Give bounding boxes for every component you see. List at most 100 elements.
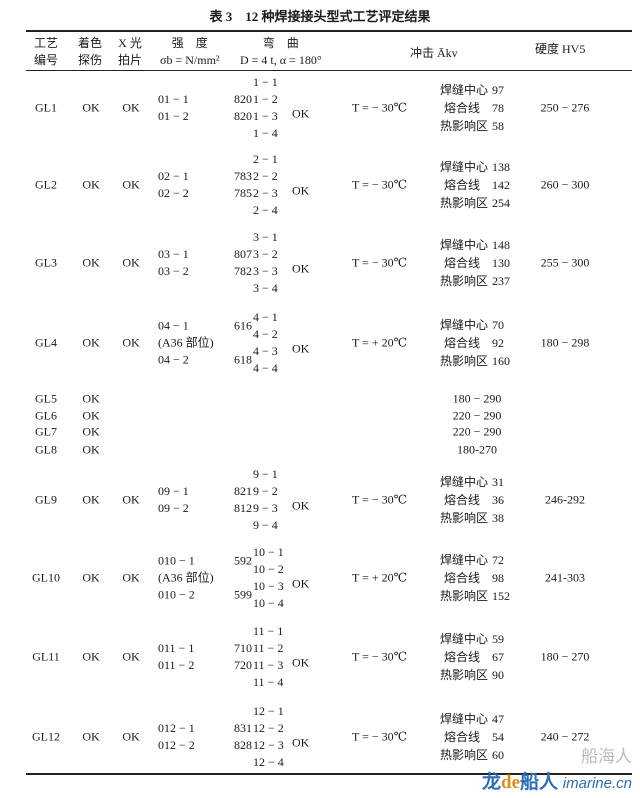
strength-cell: 010 − 1 592 (A36 部位) 010 − 2 599 xyxy=(158,553,252,604)
impact-values: 焊缝中心 31 熔合线 36 热影响区 38 xyxy=(440,473,518,527)
impact-location: 熔合线 xyxy=(444,178,481,192)
strength-line: 010 − 1 592 xyxy=(158,553,252,570)
impact-values: 焊缝中心 138 熔合线 142 热影响区 254 xyxy=(440,158,518,212)
strength-value: 710 xyxy=(234,641,252,655)
dye-penetrant-result: OK xyxy=(82,408,100,423)
xray-result: OK xyxy=(122,570,140,585)
impact-location: 熔合线 xyxy=(444,730,481,744)
impact-line: 熔合线 98 xyxy=(440,569,518,587)
strength-value: 782 xyxy=(234,264,252,278)
specimen-id: 03 − 1 xyxy=(158,247,189,261)
strength-line: 012 − 2 828 xyxy=(158,737,252,754)
xray-result: OK xyxy=(122,255,140,270)
strength-value: 785 xyxy=(234,186,252,200)
bend-specimen: 3 − 1 xyxy=(253,230,278,244)
impact-line: 焊缝中心 148 xyxy=(440,236,518,254)
impact-location: 焊缝中心 xyxy=(440,632,489,646)
bend-specimens: 9 − 1 9 − 2 9 − 3 9 − 4 xyxy=(253,466,278,534)
impact-value: 138 xyxy=(492,160,510,174)
impact-location: 熔合线 xyxy=(444,101,481,115)
specimen-id: 02 − 2 xyxy=(158,186,189,200)
strength-line: 01 − 2 820 xyxy=(158,108,252,125)
specimen-id: (A36 部位) xyxy=(158,570,214,585)
hardness-value: 220 − 290 xyxy=(452,408,502,423)
top-rule xyxy=(26,30,632,32)
impact-temperature: T = − 30℃ xyxy=(352,729,408,744)
hardness-value: 220 − 290 xyxy=(452,424,502,439)
hardness-value: 241-303 xyxy=(545,570,585,585)
impact-location: 热影响区 xyxy=(440,511,489,525)
bend-specimens: 2 − 1 2 − 2 2 − 3 2 − 4 xyxy=(253,151,278,219)
strength-line: (A36 部位) xyxy=(158,570,252,587)
strength-cell: 011 − 1 710 011 − 2 720 xyxy=(158,640,252,674)
impact-line: 熔合线 130 xyxy=(440,254,518,272)
strength-line: 01 − 1 820 xyxy=(158,91,252,108)
specimen-id: 09 − 2 xyxy=(158,501,189,515)
impact-location: 焊缝中心 xyxy=(440,475,489,489)
impact-value: 31 xyxy=(492,475,504,489)
specimen-id: 04 − 2 xyxy=(158,352,189,367)
xray-result: OK xyxy=(122,100,140,115)
impact-line: 热影响区 237 xyxy=(440,272,518,290)
impact-location: 焊缝中心 xyxy=(440,83,489,97)
strength-cell: 02 − 1 783 02 − 2 785 xyxy=(158,168,252,202)
bend-specimens: 11 − 1 11 − 2 11 − 3 11 − 4 xyxy=(253,623,283,691)
bend-specimen: 4 − 2 xyxy=(253,327,278,341)
impact-line: 热影响区 60 xyxy=(440,746,518,764)
impact-line: 焊缝中心 47 xyxy=(440,710,518,728)
hardness-value: 180 − 298 xyxy=(540,335,590,350)
bend-result: OK xyxy=(292,576,310,591)
strength-line: 09 − 2 812 xyxy=(158,500,252,517)
hardness-value: 180 − 270 xyxy=(540,649,590,664)
hardness-value: 180 − 290 xyxy=(452,391,502,406)
header-xray: X 光拍片 xyxy=(118,36,143,67)
process-id: GL6 xyxy=(35,408,57,423)
bend-specimen: 10 − 1 xyxy=(253,545,284,559)
impact-location: 热影响区 xyxy=(440,668,489,682)
impact-line: 焊缝中心 138 xyxy=(440,158,518,176)
bend-specimen: 3 − 3 xyxy=(253,264,278,278)
impact-value: 58 xyxy=(492,119,504,133)
bend-result: OK xyxy=(292,735,310,750)
bend-specimen: 4 − 4 xyxy=(253,361,278,375)
specimen-id: 04 − 1 xyxy=(158,318,189,333)
specimen-id: 011 − 2 xyxy=(158,658,195,672)
impact-value: 70 xyxy=(492,318,504,332)
specimen-id: 012 − 1 xyxy=(158,721,195,735)
impact-location: 焊缝中心 xyxy=(440,160,489,174)
bend-specimen: 2 − 1 xyxy=(253,152,278,166)
hardness-value: 246-292 xyxy=(545,492,585,507)
bend-specimen: 1 − 2 xyxy=(253,92,278,106)
bend-specimens: 1 − 1 1 − 2 1 − 3 1 − 4 xyxy=(253,74,278,142)
bend-specimen: 12 − 1 xyxy=(253,704,284,718)
bend-result: OK xyxy=(292,341,310,356)
process-id: GL10 xyxy=(32,570,60,585)
dye-penetrant-result: OK xyxy=(82,391,100,406)
header-impact: 冲击 Ākv xyxy=(410,46,458,60)
impact-value: 98 xyxy=(492,571,504,585)
specimen-id: 03 − 2 xyxy=(158,264,189,278)
strength-line: 010 − 2 599 xyxy=(158,587,252,604)
impact-temperature: T = − 30℃ xyxy=(352,649,408,664)
bend-specimens: 10 − 1 10 − 2 10 − 3 10 − 4 xyxy=(253,544,284,612)
impact-line: 焊缝中心 70 xyxy=(440,316,518,334)
impact-value: 60 xyxy=(492,748,504,762)
impact-line: 熔合线 67 xyxy=(440,648,518,666)
impact-line: 熔合线 54 xyxy=(440,728,518,746)
bend-specimen: 9 − 1 xyxy=(253,467,278,481)
specimen-id: 010 − 1 xyxy=(158,553,195,568)
hardness-value: 255 − 300 xyxy=(540,255,590,270)
process-id: GL1 xyxy=(35,100,57,115)
process-id: GL9 xyxy=(35,492,57,507)
bend-result: OK xyxy=(292,106,310,121)
impact-location: 热影响区 xyxy=(440,119,489,133)
strength-line: 012 − 1 831 xyxy=(158,720,252,737)
impact-values: 焊缝中心 47 熔合线 54 热影响区 60 xyxy=(440,710,518,764)
dye-penetrant-result: OK xyxy=(82,100,100,115)
impact-value: 72 xyxy=(492,553,504,567)
impact-line: 焊缝中心 97 xyxy=(440,81,518,99)
bend-specimen: 9 − 2 xyxy=(253,484,278,498)
strength-line: 02 − 1 783 xyxy=(158,168,252,185)
bend-specimen: 1 − 4 xyxy=(253,126,278,140)
